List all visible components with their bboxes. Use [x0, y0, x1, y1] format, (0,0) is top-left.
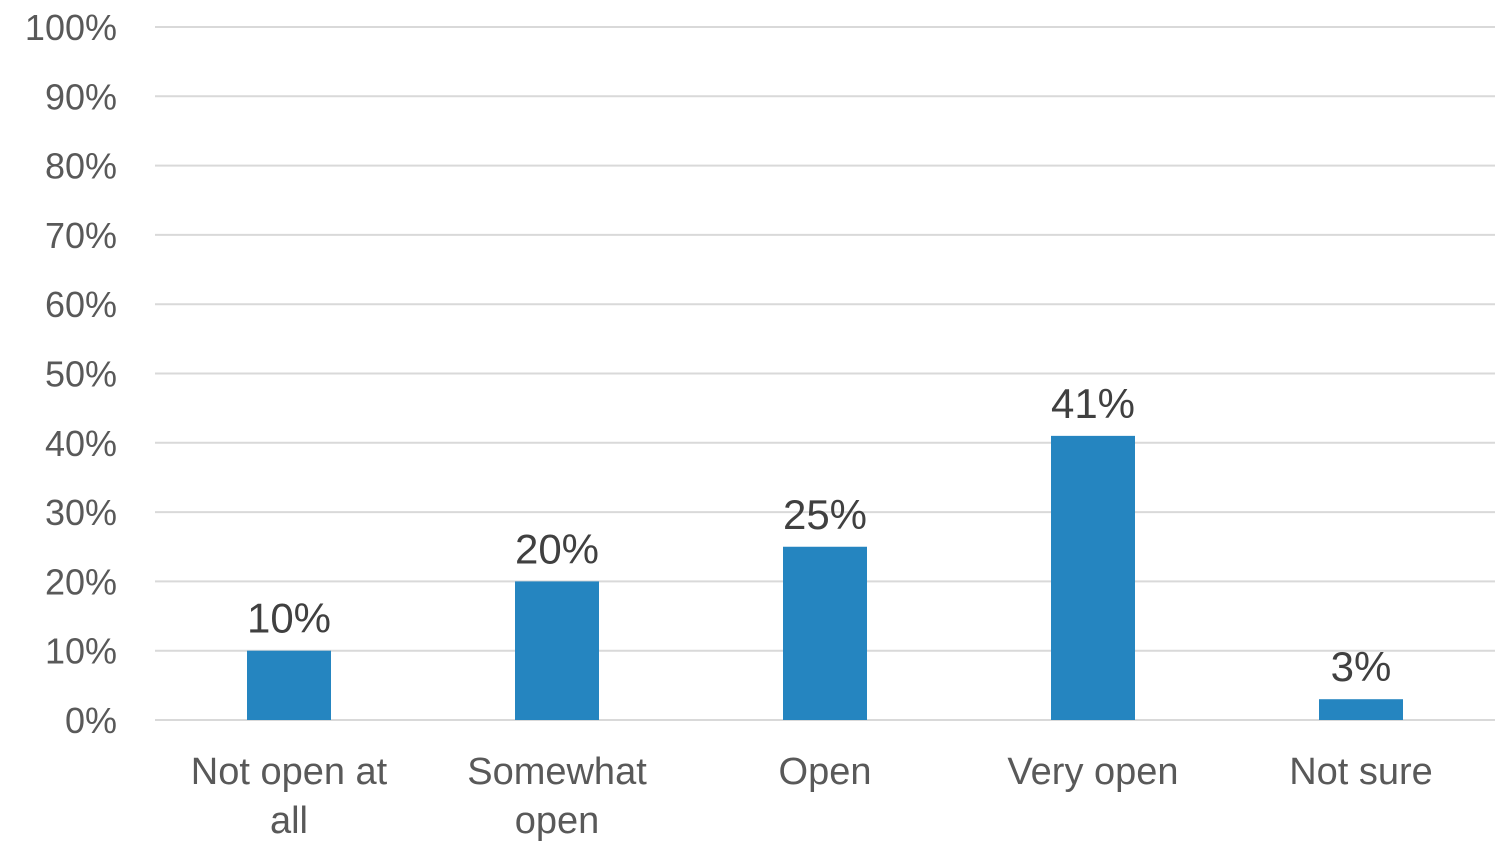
x-category-label: Not sure: [1289, 751, 1433, 793]
bar: [247, 650, 331, 720]
y-tick-label: 0%: [65, 700, 117, 741]
bar: [515, 581, 599, 720]
y-tick-label: 10%: [45, 631, 117, 672]
bars: [247, 435, 1403, 720]
data-label: 20%: [515, 525, 599, 572]
data-labels: 10% 20% 25% 41% 3%: [247, 380, 1391, 690]
y-tick-label: 40%: [45, 423, 117, 464]
y-tick-label: 20%: [45, 561, 117, 602]
x-category-label-line: open: [515, 800, 600, 842]
bar: [1051, 435, 1135, 720]
x-category-label: Open: [779, 751, 872, 793]
y-axis-tick-labels: 0% 10% 20% 30% 40% 50% 60% 70% 80% 90% 100%: [25, 7, 117, 741]
x-category-label-line: all: [270, 800, 308, 842]
y-tick-label: 60%: [45, 284, 117, 325]
data-label: 41%: [1051, 380, 1135, 427]
y-tick-label: 30%: [45, 492, 117, 533]
x-category-label-line: Not open at: [191, 751, 388, 793]
bar: [1319, 699, 1403, 720]
gridlines: [155, 26, 1495, 721]
data-label: 25%: [783, 491, 867, 538]
x-category-label: Not open at all: [191, 751, 388, 842]
data-label: 3%: [1331, 643, 1392, 690]
y-tick-label: 70%: [45, 215, 117, 256]
x-category-label-line: Very open: [1007, 751, 1178, 793]
y-tick-label: 50%: [45, 354, 117, 395]
x-category-label-line: Not sure: [1289, 751, 1433, 793]
y-tick-label: 100%: [25, 7, 117, 48]
data-label: 10%: [247, 595, 331, 642]
x-axis-category-labels: Not open at all Somewhat open Open Very open N…: [191, 751, 1433, 842]
x-category-label-line: Open: [779, 751, 872, 793]
x-category-label: Very open: [1007, 751, 1178, 793]
x-category-label-line: Somewhat: [467, 751, 647, 793]
y-tick-label: 80%: [45, 146, 117, 187]
bar: [783, 546, 867, 720]
x-category-label: Somewhat open: [467, 751, 647, 842]
y-tick-label: 90%: [45, 76, 117, 117]
